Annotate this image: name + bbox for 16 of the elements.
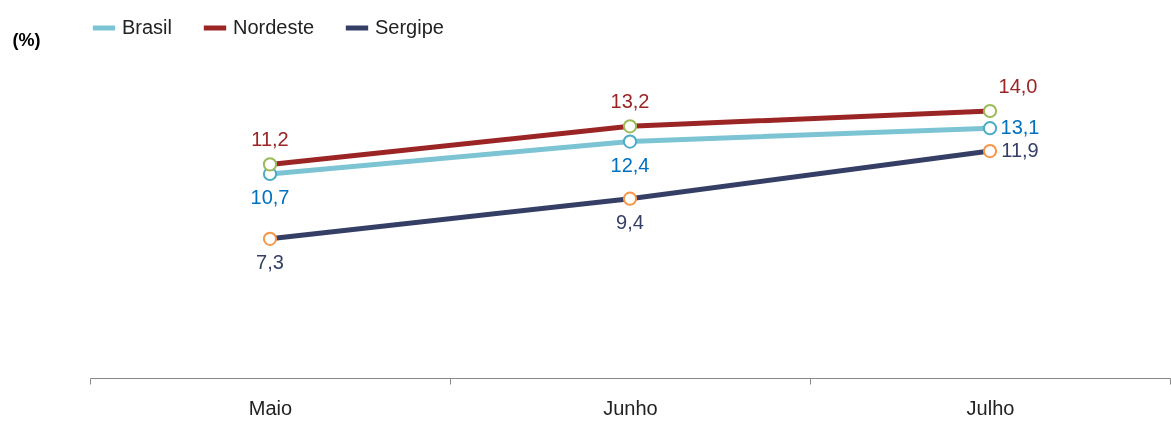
- data-label: 11,9: [1001, 139, 1039, 162]
- x-tick-label: Junho: [603, 396, 658, 419]
- data-label: 14,0: [998, 75, 1038, 97]
- x-tick-label: Julho: [966, 396, 1015, 419]
- legend-label: Nordeste: [233, 16, 315, 38]
- legend-label: Brasil: [122, 16, 173, 38]
- x-tick-label: Maio: [248, 396, 293, 419]
- data-label: 9,4: [616, 210, 644, 233]
- data-label: 12,4: [610, 153, 650, 176]
- data-label: 7,3: [256, 250, 284, 273]
- data-label: 10,7: [250, 185, 290, 208]
- data-label: 13,2: [610, 90, 650, 113]
- y-axis-title: (%): [12, 29, 41, 50]
- legend-label: Sergipe: [375, 16, 444, 38]
- data-label: 13,1: [1000, 116, 1040, 139]
- data-label: 11,2: [251, 128, 289, 151]
